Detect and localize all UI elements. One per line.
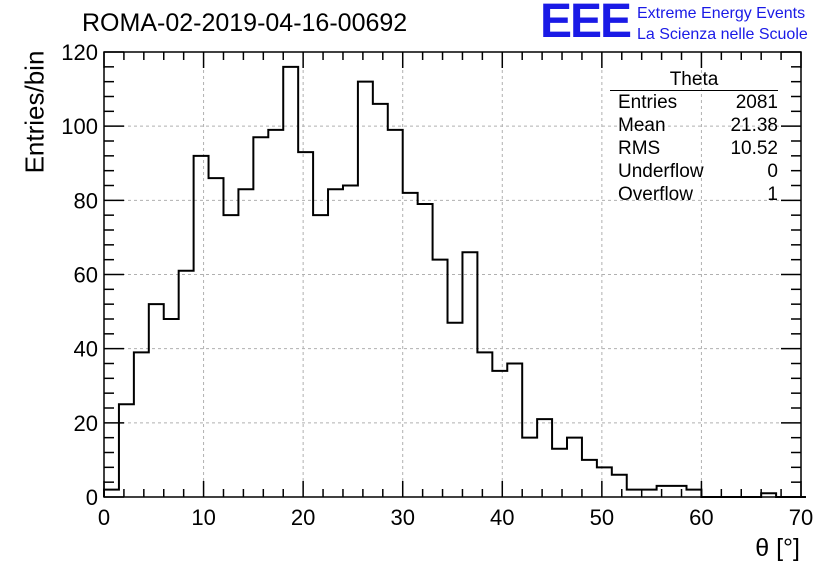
histogram-series-theta	[103, 65, 806, 498]
stats-box-title: Theta	[610, 70, 778, 91]
grid-lines	[104, 52, 801, 497]
stats-box: Theta Entries 2081 Mean 21.38 RMS 10.52 Und…	[610, 70, 778, 206]
y-tick-label: 20	[74, 411, 98, 436]
histogram-bin	[253, 137, 268, 497]
histogram-bin	[373, 104, 388, 497]
histogram-bin	[657, 486, 672, 497]
histogram-bin	[179, 271, 194, 497]
eee-logo-caption: Extreme Energy Events La Scienza nelle S…	[637, 3, 808, 45]
histogram-bin	[522, 438, 537, 497]
histogram-bin	[418, 204, 433, 497]
histogram-bin	[761, 493, 776, 497]
x-tick-label: 40	[490, 505, 514, 530]
histogram-bin	[104, 490, 119, 497]
stats-row-mean: Mean 21.38	[610, 114, 778, 137]
x-tick-label: 20	[291, 505, 315, 530]
stats-label: Overflow	[618, 184, 693, 205]
stats-row-overflow: Overflow 1	[610, 183, 778, 206]
stats-row-rms: RMS 10.52	[610, 137, 778, 160]
stats-label: Mean	[618, 115, 666, 136]
histogram-bin	[597, 467, 612, 497]
histogram-bin	[672, 486, 687, 497]
histogram-bin	[686, 490, 701, 497]
histogram-bin	[448, 323, 463, 497]
histogram-bin	[298, 152, 313, 497]
histogram-bin	[507, 364, 522, 498]
histogram-bin	[134, 352, 149, 497]
histogram-bin	[403, 193, 418, 497]
histogram-bin	[268, 130, 283, 497]
stats-row-underflow: Underflow 0	[610, 160, 778, 183]
histogram-bin	[328, 189, 343, 497]
stats-label: Entries	[618, 92, 678, 113]
x-tick-label: 0	[98, 505, 110, 530]
y-tick-label: 40	[74, 337, 98, 362]
histogram-bin	[358, 82, 373, 497]
histogram-bin	[164, 319, 179, 497]
histogram-bin	[313, 215, 328, 497]
stats-value: 2081	[735, 92, 778, 113]
histogram-bin	[642, 490, 657, 497]
histogram-bin	[238, 189, 253, 497]
x-tick-label: 50	[590, 505, 614, 530]
histogram-bin	[477, 352, 492, 497]
y-tick-label: 0	[86, 485, 98, 510]
x-axis-label: θ [°]	[755, 534, 800, 562]
stats-value: 1	[767, 184, 778, 205]
logo-caption-line-1: Extreme Energy Events	[637, 5, 806, 22]
y-axis-label: Entries/bin	[19, 50, 50, 174]
histogram-bin	[567, 438, 582, 497]
histogram-bin	[343, 186, 358, 498]
histogram-bin	[283, 67, 298, 497]
histogram-bin	[388, 130, 403, 497]
histogram-bin	[552, 449, 567, 497]
logo-caption-line-2: La Scienza nelle Scuole	[637, 26, 808, 43]
x-tick-label: 60	[689, 505, 713, 530]
histogram-bin	[194, 156, 209, 497]
histogram-bin	[149, 304, 164, 497]
axis-ticks	[103, 51, 802, 498]
histogram-bin	[223, 215, 238, 497]
histogram-bin	[433, 260, 448, 497]
stats-value: 21.38	[730, 115, 778, 136]
histogram-bin	[582, 460, 597, 497]
stats-value: 10.52	[730, 138, 778, 159]
histogram-bin	[119, 404, 134, 497]
stats-label: RMS	[618, 138, 661, 159]
x-tick-label: 30	[390, 505, 414, 530]
stats-value: 0	[767, 161, 778, 182]
x-tick-label: 10	[191, 505, 215, 530]
stats-row-entries: Entries 2081	[610, 91, 778, 114]
histogram-bin	[209, 178, 224, 497]
y-tick-label: 100	[61, 114, 98, 139]
y-tick-label: 60	[74, 263, 98, 288]
x-tick-label: 70	[789, 505, 813, 530]
histogram-bin	[492, 371, 507, 497]
stats-label: Underflow	[618, 161, 704, 182]
histogram-bin	[537, 419, 552, 497]
y-tick-label: 80	[74, 188, 98, 213]
histogram-bin	[612, 475, 627, 497]
y-tick-label: 120	[61, 40, 98, 65]
histogram-bin	[462, 252, 477, 497]
histogram-bin	[627, 490, 642, 497]
eee-logo: EEE	[540, 0, 632, 48]
chart-title: ROMA-02-2019-04-16-00692	[82, 9, 408, 37]
